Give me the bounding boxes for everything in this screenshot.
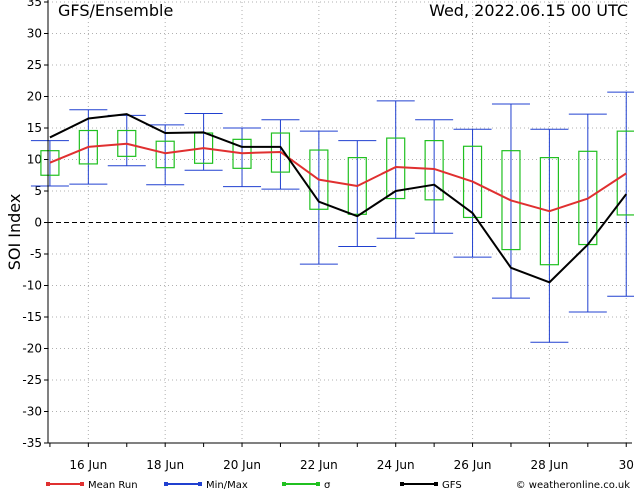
y-tick-label: 25 bbox=[27, 58, 42, 72]
x-tick-label: 24 Jun bbox=[377, 458, 415, 472]
x-tick-label: 20 Jun bbox=[223, 458, 261, 472]
legend-swatch-dot bbox=[282, 482, 286, 486]
min-max-whisker bbox=[338, 140, 377, 247]
sigma-box bbox=[40, 150, 60, 176]
legend-swatch-dot bbox=[46, 482, 50, 486]
y-tick-label: 0 bbox=[34, 216, 42, 230]
y-axis-label: SOI Index bbox=[5, 194, 24, 271]
legend-label: Min/Max bbox=[206, 480, 248, 490]
sigma-box bbox=[155, 140, 175, 169]
legend-item: GFS bbox=[400, 480, 462, 491]
min-max-whisker bbox=[223, 127, 262, 188]
y-tick-label: 15 bbox=[27, 121, 42, 135]
y-tick-label: -35 bbox=[22, 436, 42, 450]
sigma-box bbox=[501, 150, 521, 251]
min-max-whisker bbox=[30, 140, 69, 187]
min-max-whisker bbox=[146, 124, 185, 186]
min-max-whisker bbox=[415, 119, 454, 234]
legend: Mean Run Min/Max σ GFS bbox=[46, 480, 462, 491]
y-tick-label: -5 bbox=[30, 247, 42, 261]
legend-item: Min/Max bbox=[164, 480, 248, 491]
min-max-whisker bbox=[568, 113, 607, 313]
sigma-box bbox=[309, 149, 329, 210]
legend-item: Mean Run bbox=[46, 480, 138, 491]
min-max-whisker bbox=[184, 113, 223, 171]
x-tick-label: 28 Jun bbox=[530, 458, 568, 472]
legend-swatch-dot bbox=[164, 482, 168, 486]
y-tick-label: 5 bbox=[34, 184, 42, 198]
min-max-whisker bbox=[453, 128, 492, 258]
legend-label: GFS bbox=[442, 480, 462, 490]
y-tick-label: -10 bbox=[22, 279, 42, 293]
y-axis-ticks: -35 -30 -25 -20 -15 -10 -5 0 5 10 15 20 25 30 35 bbox=[22, 0, 48, 450]
sigma-box bbox=[462, 145, 483, 219]
legend-swatch-dot bbox=[400, 482, 404, 486]
x-tick-label: 22 Jun bbox=[300, 458, 338, 472]
run-datetime: Wed, 2022.06.15 00 UTC bbox=[429, 1, 628, 20]
legend-swatch-dot bbox=[198, 482, 202, 486]
legend-item: σ bbox=[282, 480, 331, 491]
min-max-whisker bbox=[530, 128, 569, 343]
y-tick-label: -30 bbox=[22, 405, 42, 419]
legend-label: Mean Run bbox=[88, 480, 138, 490]
sigma-box bbox=[78, 129, 98, 165]
sigma-box bbox=[424, 140, 444, 201]
y-tick-label: 20 bbox=[27, 90, 42, 104]
x-tick-label: 18 Jun bbox=[146, 458, 184, 472]
y-tick-label: 10 bbox=[27, 153, 42, 167]
sigma-box bbox=[539, 157, 559, 266]
line-series bbox=[49, 113, 628, 284]
legend-swatch-dot bbox=[80, 482, 84, 486]
legend-swatch-dot bbox=[434, 482, 438, 486]
min-max-whisker bbox=[299, 130, 338, 265]
min-max-whisker bbox=[376, 100, 415, 239]
sigma-box bbox=[616, 130, 634, 216]
y-tick-label: 35 bbox=[27, 0, 42, 9]
y-tick-label: 30 bbox=[27, 27, 42, 41]
min-max-whisker bbox=[261, 119, 300, 190]
series-line-mean-run bbox=[49, 142, 627, 213]
chart-title: GFS/Ensemble bbox=[58, 1, 173, 20]
x-tick-label: 16 Jun bbox=[69, 458, 107, 472]
sigma-box bbox=[347, 157, 367, 215]
y-tick-label: -20 bbox=[22, 342, 42, 356]
x-tick-label: 30 bbox=[619, 458, 634, 472]
x-axis-ticks: 16 Jun 18 Jun 20 Jun 22 Jun 24 Jun 26 Jun 28 J… bbox=[49, 443, 634, 472]
legend-swatch-dot bbox=[316, 482, 320, 486]
legend-label: σ bbox=[324, 480, 331, 490]
credit-text: © weatheronline.co.uk bbox=[516, 480, 631, 490]
x-tick-label: 26 Jun bbox=[454, 458, 492, 472]
sigma-box bbox=[117, 129, 137, 157]
series-line-gfs bbox=[49, 113, 628, 284]
y-tick-label: -15 bbox=[22, 310, 42, 324]
y-tick-label: -25 bbox=[22, 373, 42, 387]
